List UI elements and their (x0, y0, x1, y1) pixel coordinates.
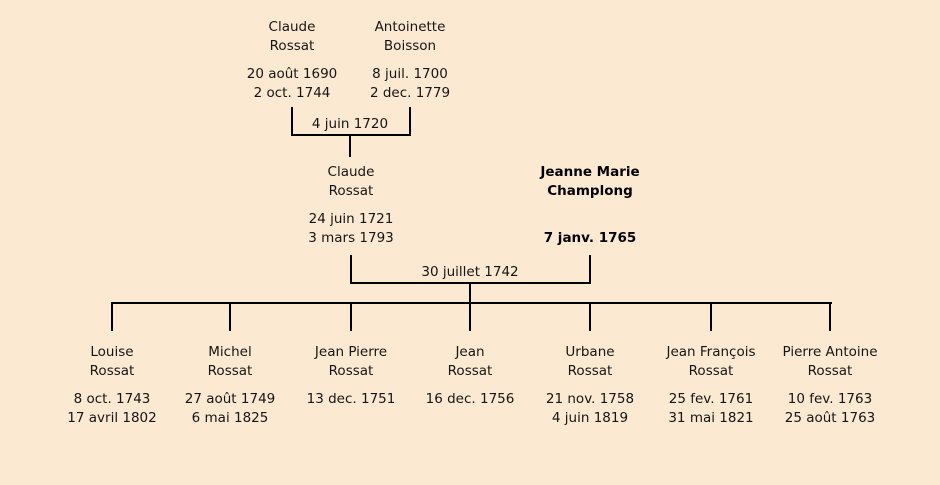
person-given-name: Urbane (565, 344, 615, 360)
connector-child-tick-1 (111, 302, 113, 331)
connector-child-tick-3 (350, 302, 352, 331)
birth-date: 27 août 1749 (184, 391, 276, 407)
marriage-date-label-gen2: 30 juillet 1742 (421, 264, 519, 280)
connector-gen2-marriage-bar (350, 282, 591, 284)
death-date: 3 mars 1793 (308, 230, 394, 246)
person-surname: Rossat (688, 363, 734, 379)
connector-child-tick-7 (829, 302, 831, 331)
person-surname: Rossat (328, 363, 374, 379)
death-date: 25 août 1763 (784, 410, 876, 426)
person-given-name: Pierre Antoine (782, 344, 878, 360)
birth-date: 8 juil. 1700 (372, 66, 448, 82)
connector-gen2-mother-drop (589, 255, 591, 284)
death-date: 31 mai 1821 (668, 410, 754, 426)
person-surname: Rossat (207, 363, 253, 379)
connector-gen2-father-drop (350, 255, 352, 284)
death-date: 6 mai 1825 (191, 410, 269, 426)
connector-sibling-bar (111, 302, 832, 304)
connector-child-tick-2 (229, 302, 231, 331)
death-date: 17 avril 1802 (67, 410, 157, 426)
person-given-name: Jeanne Marie (540, 164, 640, 180)
connector-child-tick-4 (469, 302, 471, 331)
birth-date: 10 fev. 1763 (787, 391, 873, 407)
connector-gen1-marriage-bar (291, 134, 411, 136)
person-card-child-1[interactable]: Louise Rossat 8 oct. 1743 17 avril 1802 (42, 343, 182, 428)
birth-date: 25 fev. 1761 (668, 391, 754, 407)
person-card-child-3[interactable]: Jean Pierre Rossat 13 dec. 1751 (281, 343, 421, 428)
marriage-date-label-gen1: 4 juin 1720 (311, 116, 389, 132)
death-date: 2 dec. 1779 (369, 85, 451, 101)
person-surname: Rossat (269, 38, 315, 54)
person-given-name: Jean (455, 344, 485, 360)
person-card-gen2-father[interactable]: Claude Rossat 24 juin 1721 3 mars 1793 (281, 163, 421, 248)
person-card-gen1-mother[interactable]: Antoinette Boisson 8 juil. 1700 2 dec. 1… (340, 18, 480, 103)
birth-date: 21 nov. 1758 (545, 391, 635, 407)
person-card-gen2-mother[interactable]: Jeanne Marie Champlong 7 janv. 1765 (520, 163, 660, 248)
person-card-child-2[interactable]: Michel Rossat 27 août 1749 6 mai 1825 (160, 343, 300, 428)
person-surname: Rossat (447, 363, 493, 379)
person-given-name: Antoinette (374, 19, 446, 35)
connector-gen1-child-drop (349, 136, 351, 157)
person-surname: Rossat (567, 363, 613, 379)
death-date (400, 409, 540, 428)
birth-date (520, 210, 660, 229)
death-date: 4 juin 1819 (551, 410, 629, 426)
person-given-name: Claude (327, 164, 375, 180)
death-date: 7 janv. 1765 (543, 230, 637, 246)
birth-date: 24 juin 1721 (308, 211, 394, 227)
person-given-name: Jean Pierre (314, 344, 388, 360)
person-surname: Champlong (547, 183, 633, 199)
birth-date: 13 dec. 1751 (306, 391, 396, 407)
connector-gen1-father-drop (291, 107, 293, 136)
birth-date: 20 août 1690 (246, 66, 338, 82)
birth-date: 8 oct. 1743 (73, 391, 151, 407)
person-card-gen1-father[interactable]: Claude Rossat 20 août 1690 2 oct. 1744 (222, 18, 362, 103)
person-card-child-7[interactable]: Pierre Antoine Rossat 10 fev. 1763 25 ao… (760, 343, 900, 428)
person-card-child-6[interactable]: Jean François Rossat 25 fev. 1761 31 mai… (641, 343, 781, 428)
birth-date: 16 dec. 1756 (425, 391, 515, 407)
person-surname: Rossat (328, 183, 374, 199)
connector-child-tick-6 (710, 302, 712, 331)
person-surname: Rossat (89, 363, 135, 379)
connector-gen2-children-drop (469, 284, 471, 304)
person-surname: Rossat (807, 363, 853, 379)
person-given-name: Louise (90, 344, 134, 360)
person-card-child-4[interactable]: Jean Rossat 16 dec. 1756 (400, 343, 540, 428)
person-card-child-5[interactable]: Urbane Rossat 21 nov. 1758 4 juin 1819 (520, 343, 660, 428)
person-surname: Boisson (383, 38, 437, 54)
person-given-name: Claude (268, 19, 316, 35)
person-given-name: Jean François (666, 344, 756, 360)
connector-child-tick-5 (589, 302, 591, 331)
connector-gen1-mother-drop (409, 107, 411, 136)
person-given-name: Michel (208, 344, 252, 360)
death-date: 2 oct. 1744 (253, 85, 331, 101)
